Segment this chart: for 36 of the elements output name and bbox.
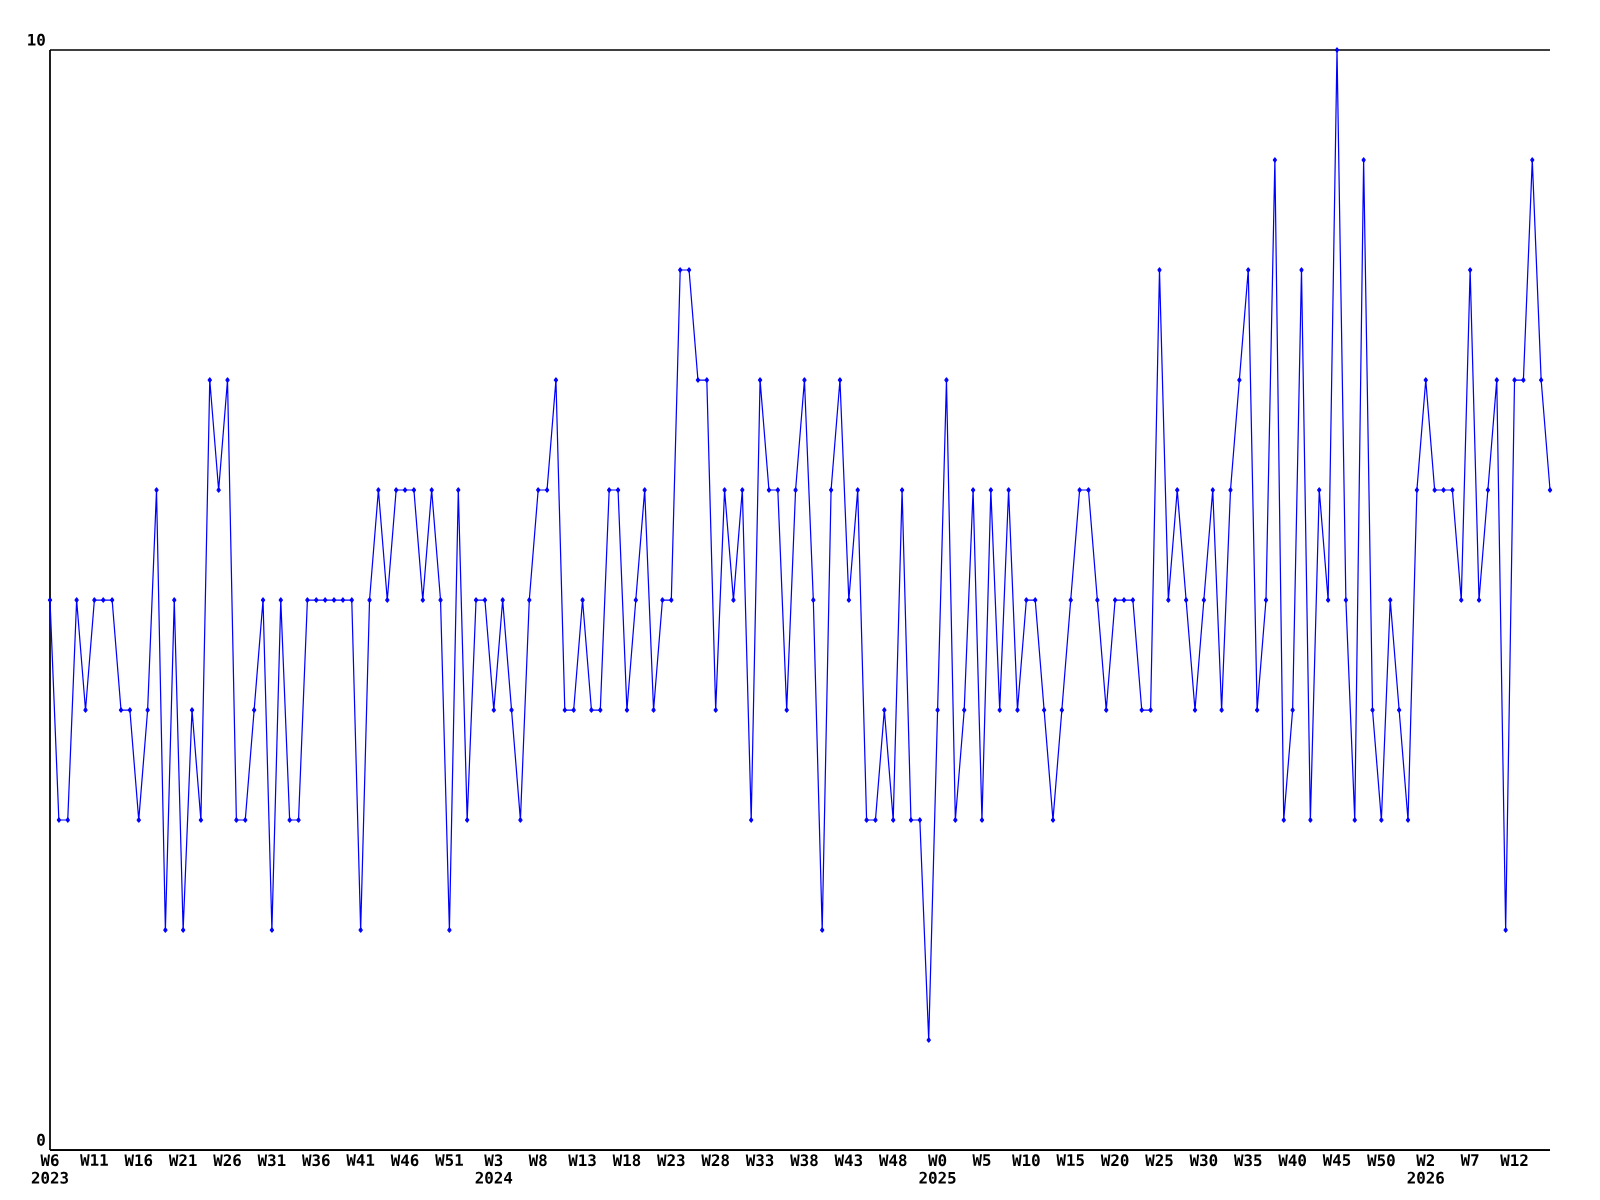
x-tick-label: W20 [1100, 1154, 1129, 1167]
x-tick-label: W45 [1322, 1154, 1351, 1166]
x-tick-label: W30 [1189, 1154, 1218, 1167]
x-tick-label: W6 2023 [31, 1154, 69, 1184]
x-tick-label: W48 [878, 1154, 907, 1167]
x-tick-label: W41 [346, 1154, 375, 1166]
x-tick-label: W50 [1367, 1154, 1395, 1167]
x-tick-label: W28 [701, 1154, 729, 1167]
y-tick-label: 10 [28, 33, 45, 46]
x-tick-label: W7 [1460, 1154, 1479, 1166]
x-tick-label: W46 [390, 1154, 419, 1167]
x-tick-label: W51 [435, 1154, 463, 1166]
x-tick-label: W3 2024 [475, 1154, 513, 1184]
x-tick-label: W36 [301, 1154, 330, 1167]
x-tick-label: W31 [257, 1154, 286, 1167]
x-tick-label: W38 [790, 1154, 818, 1167]
x-tick-label: W26 [213, 1154, 241, 1167]
x-tick-label: W23 [657, 1154, 685, 1167]
y-tick-label: 0 [37, 1133, 45, 1146]
x-tick-label: W0 2025 [919, 1154, 956, 1184]
x-tick-label: W12 [1500, 1154, 1528, 1166]
x-tick-label: W21 [168, 1154, 197, 1166]
x-tick-label: W2 2026 [1407, 1154, 1444, 1184]
x-tick-label: W11 [80, 1154, 108, 1166]
x-tick-label: W5 [972, 1154, 991, 1166]
x-tick-label: W15 [1056, 1154, 1084, 1166]
x-tick-label: W8 [528, 1154, 547, 1167]
x-tick-label: W25 [1145, 1154, 1173, 1167]
x-tick-label: W10 [1012, 1154, 1040, 1167]
x-tick-label: W16 [124, 1154, 153, 1167]
x-tick-label: W35 [1233, 1154, 1262, 1167]
x-tick-label: W33 [745, 1154, 774, 1167]
x-tick-label: W40 [1278, 1154, 1306, 1167]
x-tick-label: W43 [834, 1154, 863, 1167]
x-tick-label: W13 [568, 1154, 596, 1167]
x-tick-label: W18 [612, 1154, 641, 1167]
